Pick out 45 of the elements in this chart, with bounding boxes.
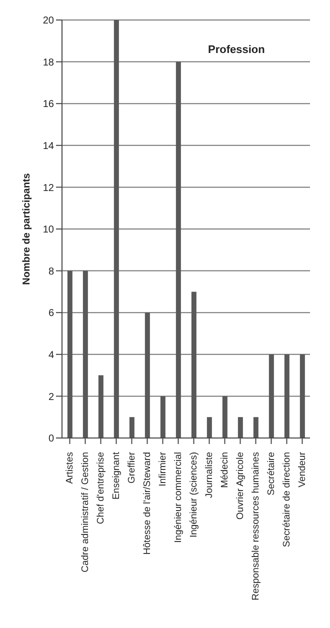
bar — [129, 417, 134, 438]
x-tick-label: Artistes — [64, 452, 76, 484]
x-tick-label: Ingénieur commercial — [172, 452, 184, 543]
bar — [176, 62, 181, 438]
y-axis-title: Nombre de participants — [22, 172, 33, 285]
x-tick-label: Journaliste — [204, 452, 215, 498]
x-tick-label: Ingénieur (sciences) — [188, 452, 200, 538]
x-tick-label: Enseignant — [110, 452, 122, 500]
y-tick-label: 14 — [42, 140, 54, 152]
bar — [144, 312, 150, 438]
bar — [98, 375, 104, 438]
bar — [191, 292, 196, 438]
bar — [238, 417, 243, 438]
bar — [268, 354, 274, 438]
y-tick-label: 10 — [42, 224, 54, 236]
x-tick-label: Chef d'entreprise — [95, 452, 106, 524]
y-tick-label: 16 — [42, 99, 54, 110]
y-tick-label: 20 — [42, 16, 54, 27]
y-tick-label: 2 — [48, 392, 54, 403]
y-tick-label: 8 — [48, 266, 54, 278]
bar — [160, 396, 166, 438]
bar — [67, 270, 72, 438]
x-tick-label: Ouvrier Agricole — [234, 452, 246, 520]
y-tick-label: 18 — [42, 57, 54, 68]
y-tick-label: 12 — [42, 182, 54, 194]
x-tick-label: Secrétaire — [266, 452, 277, 496]
x-tick-label: Secrétaire de direction — [281, 452, 292, 548]
y-tick-label: 4 — [48, 350, 54, 361]
y-tick-label: 6 — [48, 308, 54, 320]
bar — [222, 396, 228, 438]
x-tick-label: Cadre administratif / Gestion — [80, 452, 91, 572]
x-tick-label: Greffier — [126, 452, 138, 484]
x-tick-label: Hôtesse de l'air/Steward — [142, 452, 153, 555]
bar — [82, 270, 88, 438]
x-tick-label: Vendeur — [296, 452, 308, 488]
bar — [300, 354, 305, 438]
x-tick-label: Médecin — [219, 452, 230, 488]
x-tick-label: Responsable ressources humaines — [250, 452, 262, 600]
bar — [114, 20, 119, 438]
x-tick-label: Infirmier — [157, 452, 168, 486]
bar — [284, 354, 290, 438]
y-tick-label: 0 — [48, 434, 54, 445]
bar — [253, 417, 258, 438]
bar — [206, 417, 212, 438]
text: Profession — [208, 44, 265, 56]
